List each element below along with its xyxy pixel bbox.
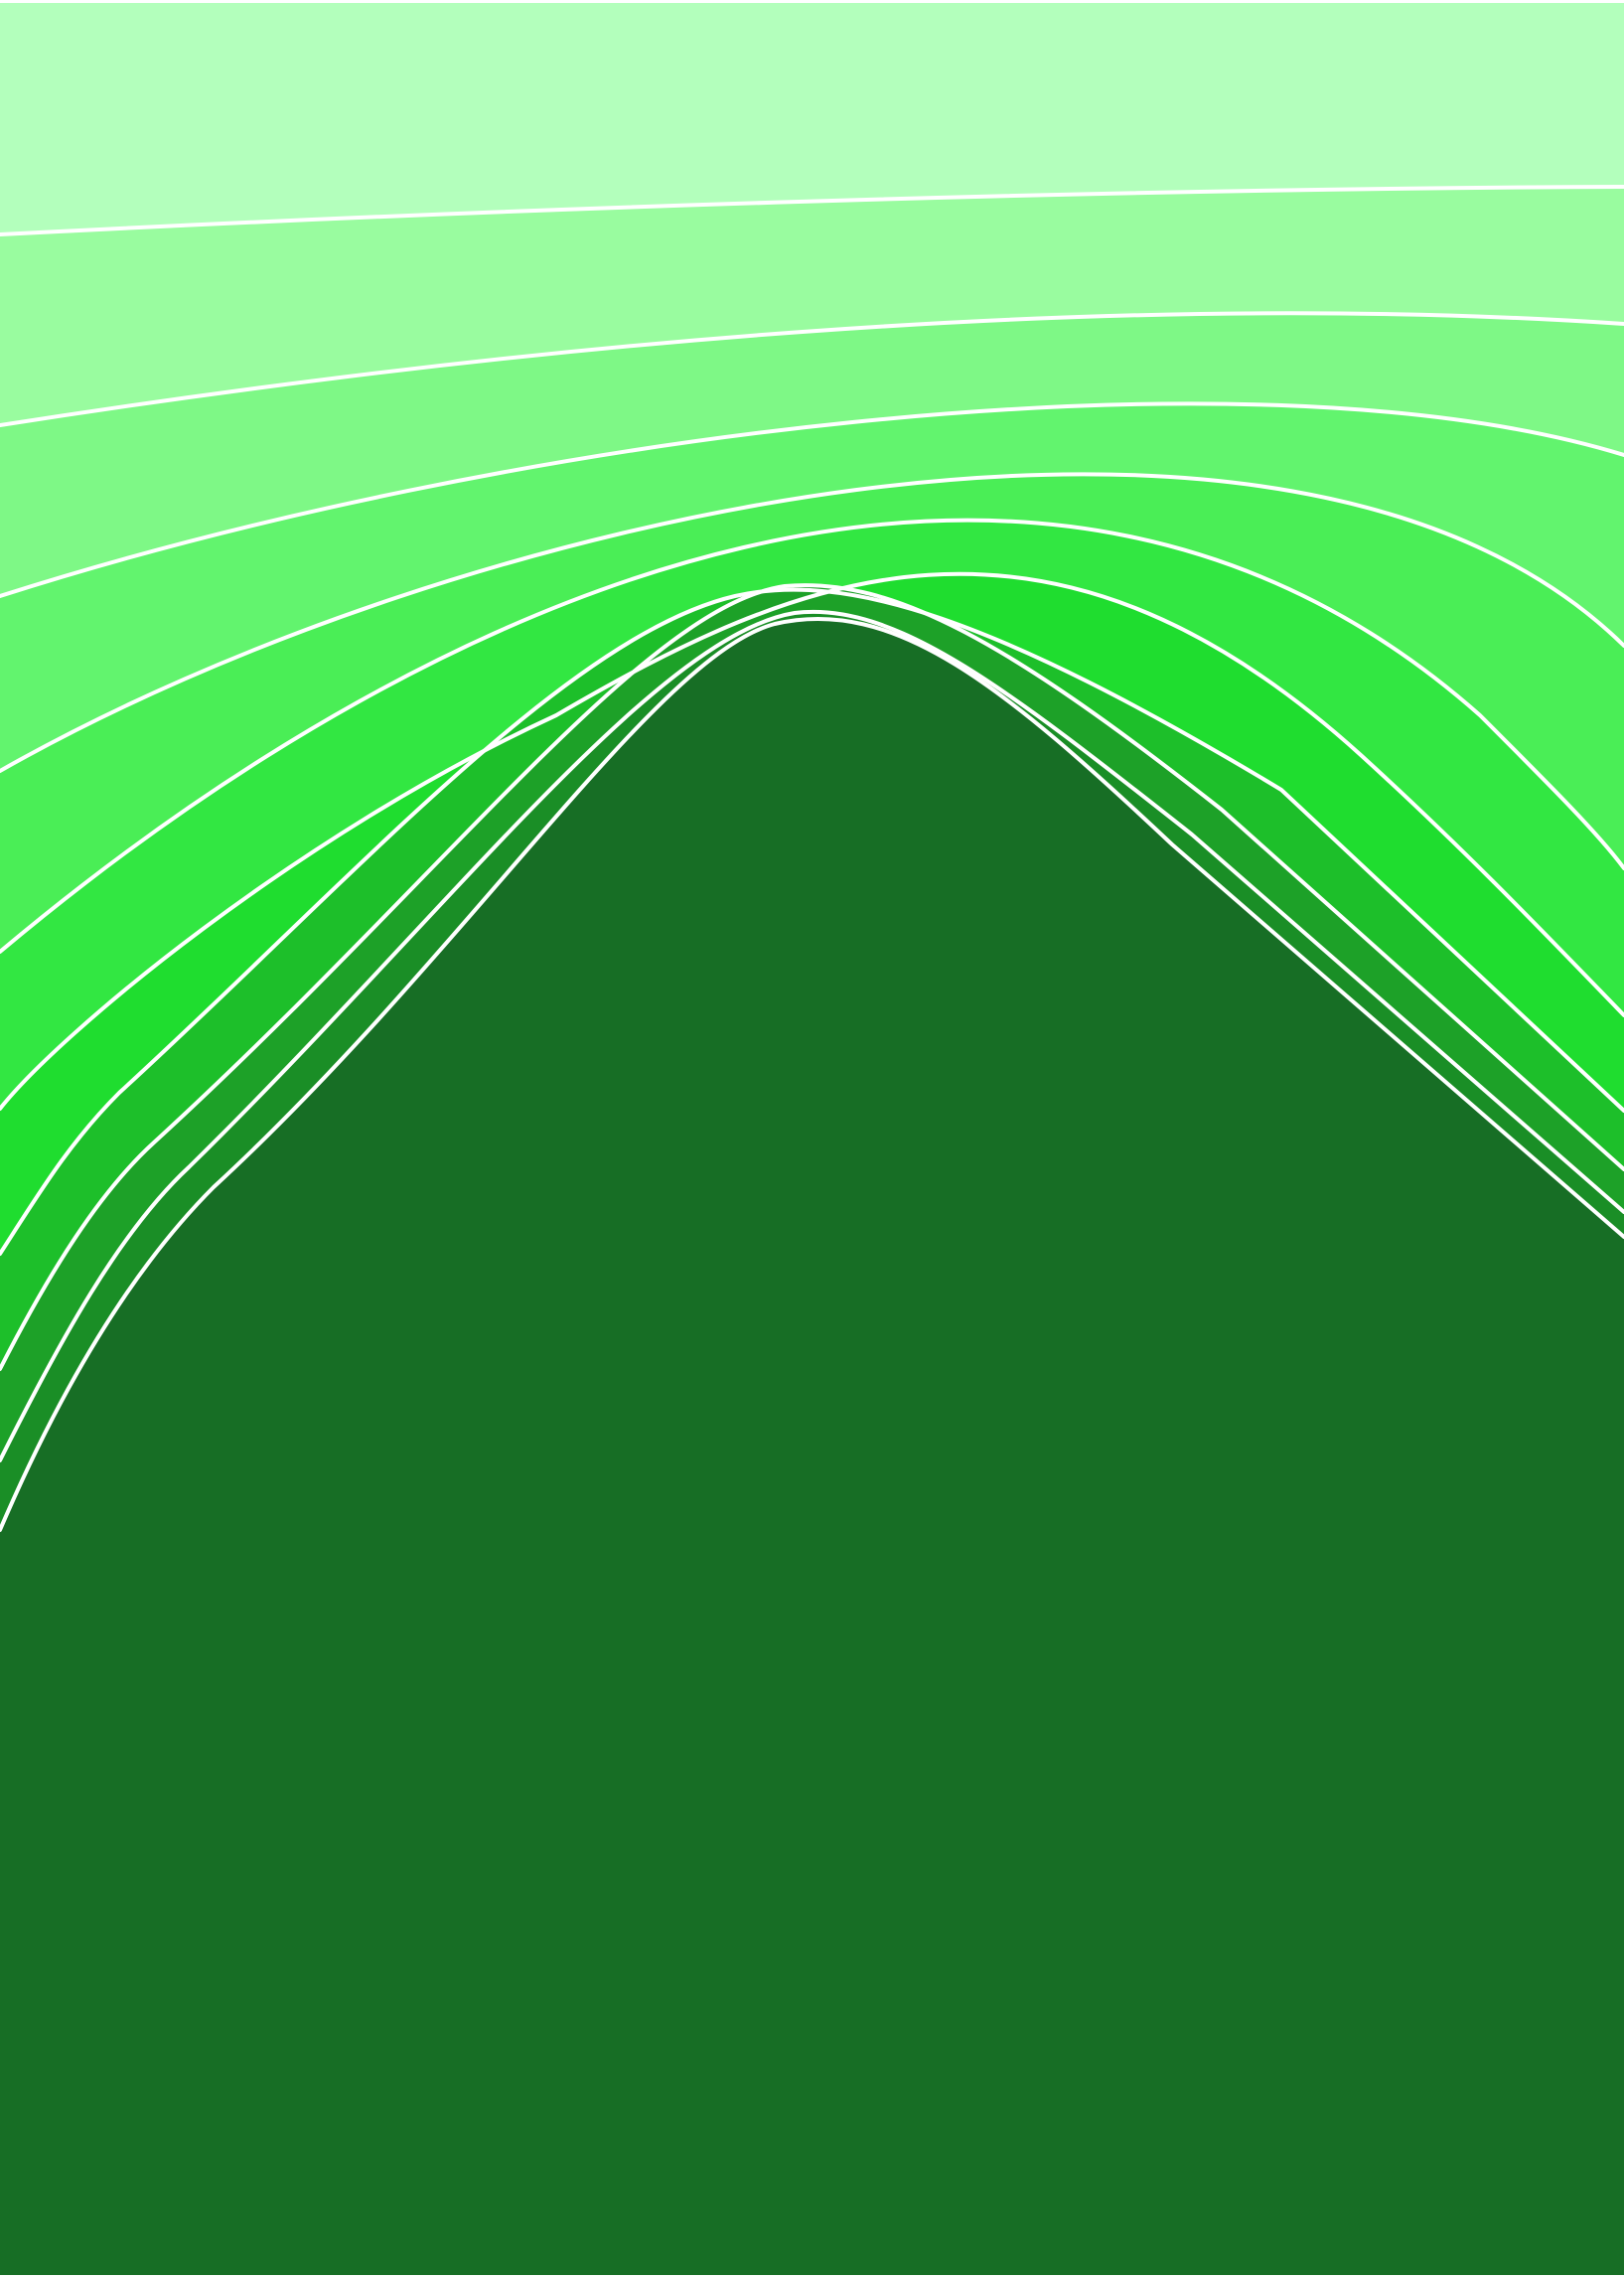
color-bands: [0, 3, 1624, 2276]
contour-line-1: [0, 185, 1624, 236]
contour-line-3: [0, 401, 1624, 598]
contour-line-7: [0, 587, 1624, 1256]
contour-line-2: [0, 311, 1624, 427]
contour-line-8: [0, 583, 1624, 1371]
contour-line-9: [0, 609, 1624, 1462]
contour-line-5: [0, 518, 1624, 954]
contour-line-10: [0, 616, 1624, 1532]
band-11: [0, 618, 1624, 2275]
contour-lines: [0, 185, 1624, 1532]
contour-line-4: [0, 472, 1624, 773]
